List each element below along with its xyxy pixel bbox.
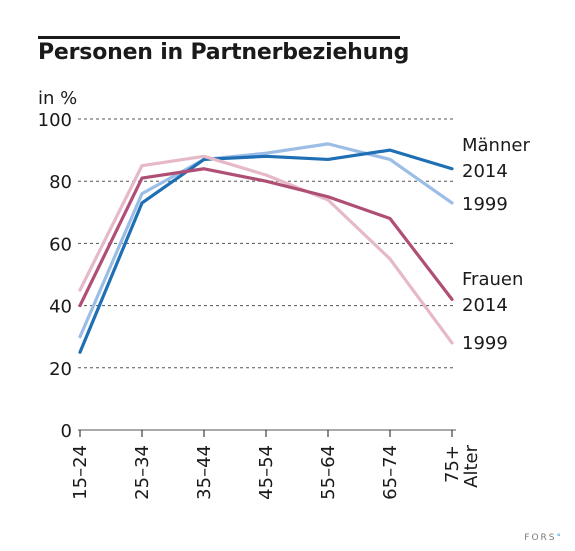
brand-name: FORS xyxy=(524,533,557,543)
x-tick-0: 15–24 xyxy=(70,445,91,500)
x-tick-2: 35–44 xyxy=(194,445,215,500)
x-tick-3: 45–54 xyxy=(256,445,277,500)
maenner-1999-label: 1999 xyxy=(462,194,508,215)
frauen-group-label: Frauen xyxy=(462,269,523,290)
brand-dot: ° xyxy=(556,533,563,543)
y-tick-80: 80 xyxy=(49,172,72,193)
series-line-frauen-1999 xyxy=(78,154,454,345)
x-tick-1: 25–34 xyxy=(132,445,153,500)
series-line-maenner-2014 xyxy=(78,148,454,354)
series-labels: Männer 2014 1999 Frauen 2014 1999 xyxy=(462,135,530,354)
y-axis-label: in % xyxy=(38,88,78,109)
chart-title: Personen in Partnerbeziehung xyxy=(38,40,410,65)
series-line-maenner-1999 xyxy=(78,142,454,339)
series-lines xyxy=(78,142,454,354)
maenner-group-label: Männer xyxy=(462,135,530,156)
y-tick-40: 40 xyxy=(49,297,72,318)
series-line-frauen-2014 xyxy=(78,167,454,308)
y-tick-0: 0 xyxy=(61,421,72,442)
y-tick-labels: 0 20 40 60 80 100 xyxy=(38,110,72,442)
maenner-2014-label: 2014 xyxy=(462,161,508,182)
y-tick-100: 100 xyxy=(38,110,72,131)
x-axis-label: Alter xyxy=(461,444,482,487)
frauen-2014-label: 2014 xyxy=(462,295,508,316)
brand-logo: FORS° xyxy=(524,533,563,543)
x-tick-6: 75+ xyxy=(442,445,463,483)
y-tick-20: 20 xyxy=(49,359,72,380)
y-tick-60: 60 xyxy=(49,234,72,255)
x-tick-4: 55–64 xyxy=(318,445,339,500)
frauen-1999-label: 1999 xyxy=(462,333,508,354)
x-tick-labels: 15–24 25–34 35–44 45–54 55–64 65–74 75+Alter xyxy=(70,430,482,500)
x-tick-5: 65–74 xyxy=(380,445,401,500)
title-rule xyxy=(38,36,400,39)
